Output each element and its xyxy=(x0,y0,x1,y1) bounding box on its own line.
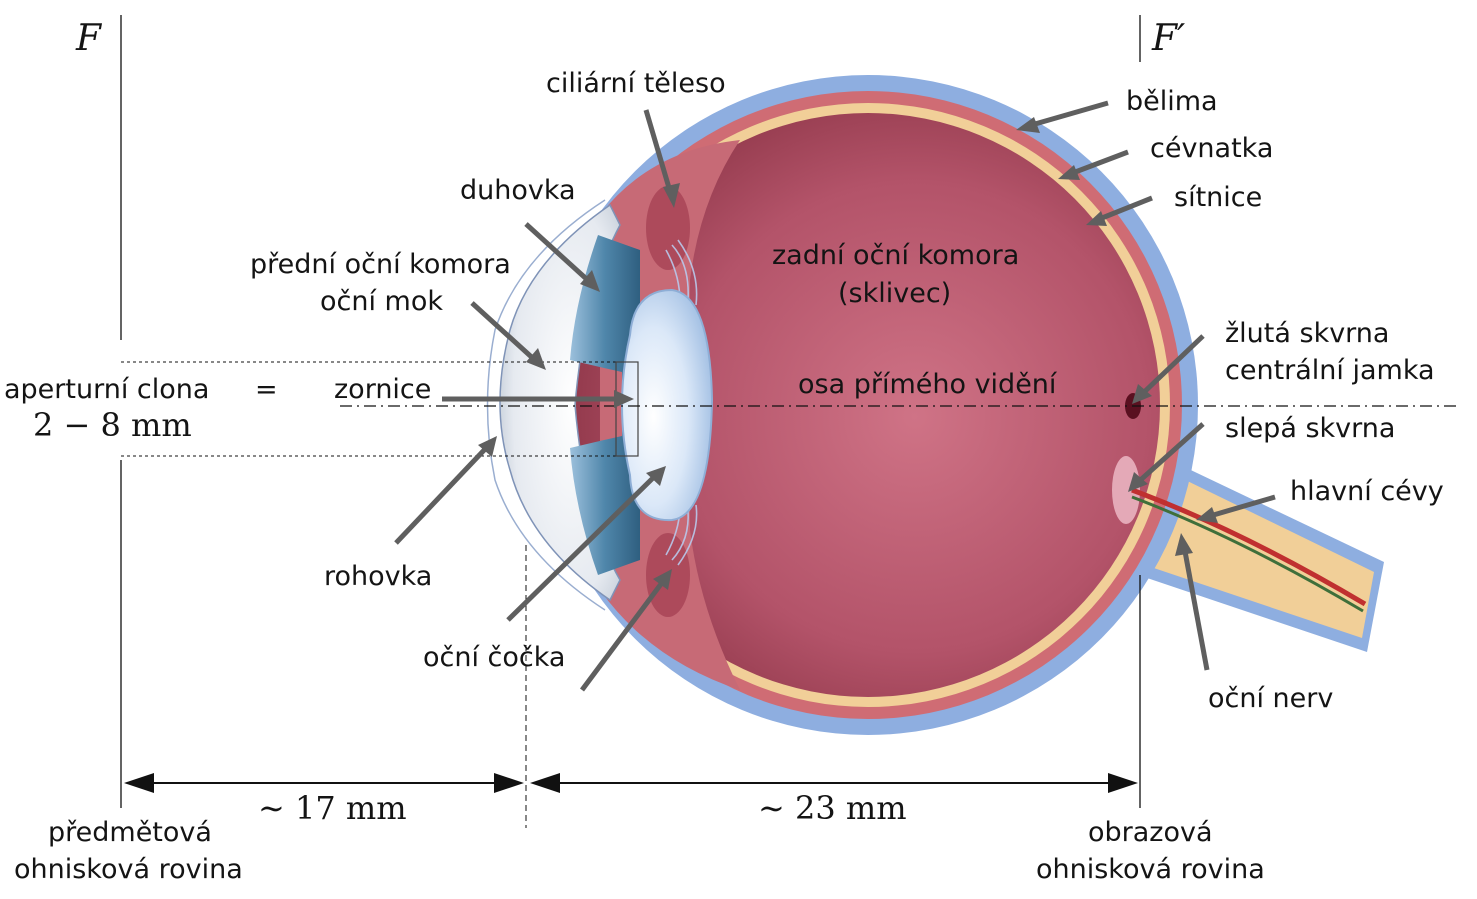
arrowhead-pupil xyxy=(614,390,634,408)
label-macula-1: žlutá skvrna xyxy=(1225,318,1389,349)
iris xyxy=(570,235,640,575)
label-main-vessels: hlavní cévy xyxy=(1290,476,1444,507)
label-aperture-stop: aperturní clona xyxy=(4,374,209,405)
arrow-macula xyxy=(1138,334,1205,398)
pupil-box xyxy=(615,361,639,457)
label-cornea: rohovka xyxy=(324,561,432,592)
label-lens: oční čočka xyxy=(423,642,565,673)
back-focal-symbol: F′ xyxy=(1151,18,1185,59)
main-vessels-green xyxy=(1131,495,1364,613)
arrowhead-choroid xyxy=(1058,165,1080,180)
arrow-retina xyxy=(1096,195,1153,223)
label-anterior-chamber-1: přední oční komora xyxy=(250,249,511,280)
arrowhead-sclera xyxy=(1016,117,1040,133)
label-blind-spot: slepá skvrna xyxy=(1225,413,1395,444)
label-posterior-chamber-1: zadní oční komora xyxy=(772,240,1019,271)
arrowhead-optic-nerve xyxy=(1175,533,1193,556)
label-sclera: bělima xyxy=(1126,86,1218,117)
arrowhead-macula xyxy=(1132,384,1152,404)
lens xyxy=(620,288,714,522)
arrow-ciliary-lower xyxy=(579,578,667,692)
arrow-iris xyxy=(524,222,594,286)
arrow-blind-spot xyxy=(1134,422,1205,486)
main-vessels-red xyxy=(1131,487,1367,607)
arrowhead-cornea xyxy=(478,436,497,457)
arrow-optic-nerve xyxy=(1181,545,1210,671)
label-front-distance: ∼ 17 mm xyxy=(258,789,407,827)
arrowhead-blind-spot xyxy=(1128,472,1148,492)
arrowhead-ciliary-lower xyxy=(653,569,672,590)
label-object-plane-1: předmětová xyxy=(48,817,212,848)
zonular-fibers xyxy=(665,239,698,566)
label-optic-nerve: oční nerv xyxy=(1208,683,1333,714)
vitreous-body xyxy=(576,113,1160,697)
label-posterior-chamber-2: (sklivec) xyxy=(838,278,951,309)
arrowhead-ciliary-body xyxy=(663,183,680,208)
back-arrowhead-left xyxy=(530,773,560,793)
arrowhead-iris xyxy=(580,270,600,292)
front-focal-symbol: F xyxy=(75,18,103,59)
label-macula-2: centrální jamka xyxy=(1225,355,1435,386)
arrow-lens xyxy=(506,473,658,622)
front-arrowhead-right xyxy=(494,773,524,793)
label-image-plane-1: obrazová xyxy=(1088,817,1213,848)
arrow-main-vessels xyxy=(1209,494,1276,519)
label-choroid: cévnatka xyxy=(1150,133,1273,164)
eye-illustration xyxy=(486,75,1384,735)
front-arrowhead-left xyxy=(124,773,154,793)
arrow-sclera xyxy=(1027,100,1109,129)
back-arrowhead-right xyxy=(1108,773,1138,793)
pointer-arrows xyxy=(394,100,1276,692)
label-visual-axis: osa přímého vidění xyxy=(798,369,1058,400)
label-pupil: zornice xyxy=(334,374,431,405)
arrowhead-anterior-chamber xyxy=(526,348,546,370)
cornea-outline xyxy=(486,199,606,611)
arrow-cornea xyxy=(394,444,490,545)
arrow-choroid xyxy=(1069,149,1129,177)
arrowhead-retina xyxy=(1086,211,1107,226)
arrowhead-lens xyxy=(646,466,666,486)
label-aperture-size: 2 − 8 mm xyxy=(33,406,192,444)
label-image-plane-2: ohnisková rovina xyxy=(1036,854,1265,885)
arrowhead-main-vessels xyxy=(1196,507,1218,523)
optic-nerve xyxy=(1128,452,1374,638)
label-retina: sítnice xyxy=(1174,182,1262,213)
ciliary-body-upper xyxy=(646,186,690,270)
arrow-ciliary-body xyxy=(643,109,675,199)
label-back-distance: ∼ 23 mm xyxy=(758,789,907,827)
label-equals: = xyxy=(255,374,278,405)
dimension-arrows xyxy=(124,773,1138,793)
label-anterior-chamber-2: oční mok xyxy=(320,286,443,317)
label-iris: duhovka xyxy=(460,175,576,206)
text-labels: F F′ ciliární těleso bělima cévnatka sít… xyxy=(4,18,1444,885)
label-ciliary-body: ciliární těleso xyxy=(546,68,726,99)
blind-spot xyxy=(1112,456,1140,524)
arrow-anterior-chamber xyxy=(470,301,539,364)
label-object-plane-2: ohnisková rovina xyxy=(14,854,243,885)
